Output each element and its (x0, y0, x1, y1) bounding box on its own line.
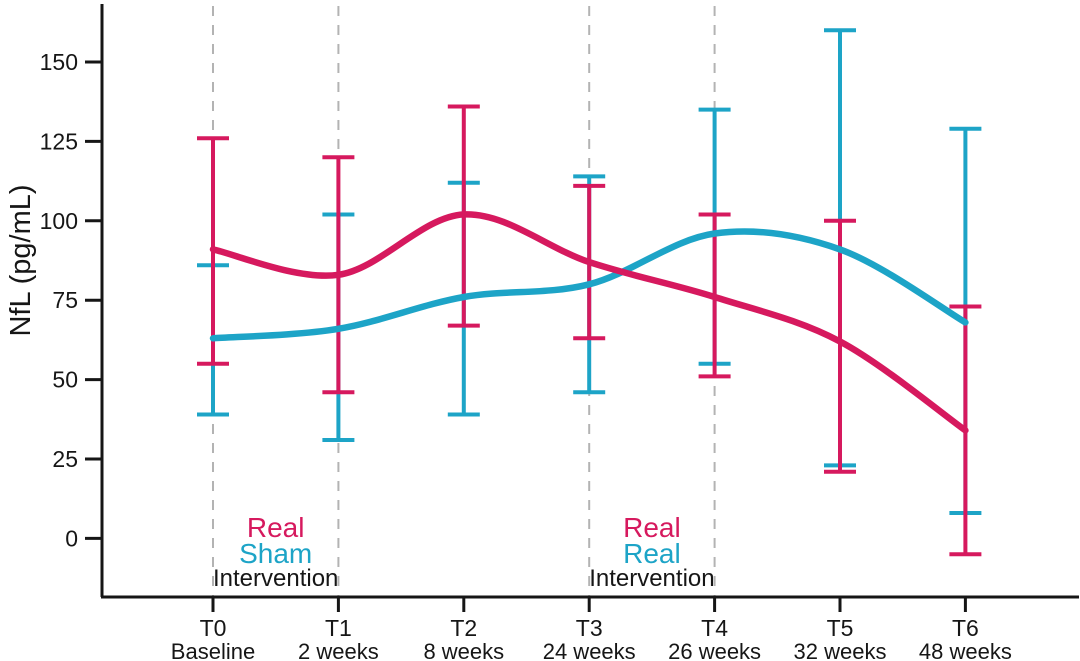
x-tick-label-T2: T2 (450, 615, 477, 641)
x-sublabel-T5: 32 weeks (794, 639, 887, 661)
y-tick-label-125: 125 (40, 128, 78, 154)
x-tick-label-T3: T3 (576, 615, 603, 641)
x-sublabel-T1: 2 weeks (298, 639, 379, 661)
x-tick-label-T4: T4 (701, 615, 728, 641)
y-tick-label-100: 100 (40, 208, 78, 234)
y-tick-label-50: 50 (52, 367, 78, 393)
y-tick-label-25: 25 (52, 446, 78, 472)
x-sublabel-T2: 8 weeks (423, 639, 504, 661)
annotation-0-line-1: Sham (239, 538, 312, 569)
series-curve-sham (209, 228, 969, 342)
annotation-1-line-0: Real (623, 512, 681, 543)
x-tick-label-T6: T6 (952, 615, 979, 641)
x-sublabel-T3: 24 weeks (543, 639, 636, 661)
x-tick-label-T0: T0 (200, 615, 227, 641)
x-tick-label-T5: T5 (827, 615, 854, 641)
x-sublabel-T4: 26 weeks (668, 639, 761, 661)
series-curve-real (209, 211, 969, 434)
annotation-1-line-2: Intervention (589, 565, 714, 592)
x-sublabel-T0: Baseline (171, 639, 255, 661)
y-tick-label-150: 150 (40, 49, 78, 75)
x-sublabel-T6: 48 weeks (919, 639, 1012, 661)
annotation-0-line-2: Intervention (213, 565, 338, 592)
y-axis-title: NfL (pg/mL) (5, 184, 37, 336)
y-tick-label-0: 0 (65, 525, 78, 551)
annotation-1-line-1: Real (623, 538, 681, 569)
x-tick-label-T1: T1 (325, 615, 352, 641)
annotation-0-line-0: Real (247, 512, 305, 543)
y-tick-label-75: 75 (52, 287, 78, 313)
